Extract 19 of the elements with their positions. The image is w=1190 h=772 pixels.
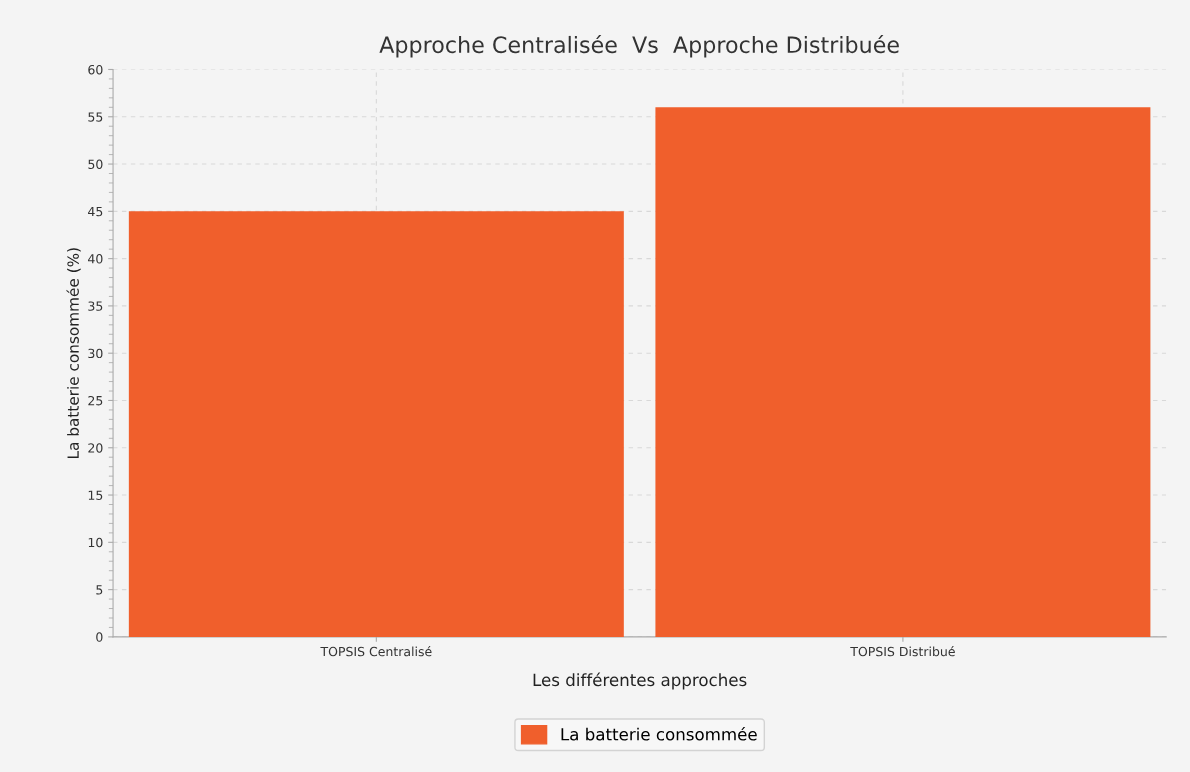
y-tick-label: 45: [88, 206, 103, 217]
y-tick-label: 25: [88, 395, 103, 406]
y-tick-label: 0: [96, 632, 103, 642]
y-tick-label: 60: [88, 64, 103, 75]
y-tick-label: 50: [88, 159, 103, 169]
y-tick-label: 5: [96, 585, 103, 595]
y-axis-title: La batterie consommée (%): [66, 248, 81, 458]
y-tick-label: 35: [88, 301, 103, 311]
y-tick-label: 40: [88, 254, 103, 264]
y-tick-label: 15: [88, 490, 103, 500]
x-tick-label: TOPSIS Distribué: [850, 646, 955, 657]
y-tick-label: 10: [88, 537, 103, 548]
legend-label: La batterie consommée: [561, 727, 757, 741]
chart-title: Approche Centralisée Vs Approche Distribuée: [379, 35, 899, 58]
x-axis-title: Les différentes approches: [533, 672, 747, 690]
y-tick-label: 55: [88, 112, 103, 122]
y-tick-label: 30: [88, 348, 103, 359]
y-tick-label: 20: [88, 443, 103, 453]
x-tick-label: TOPSIS Centralisé: [320, 646, 432, 657]
